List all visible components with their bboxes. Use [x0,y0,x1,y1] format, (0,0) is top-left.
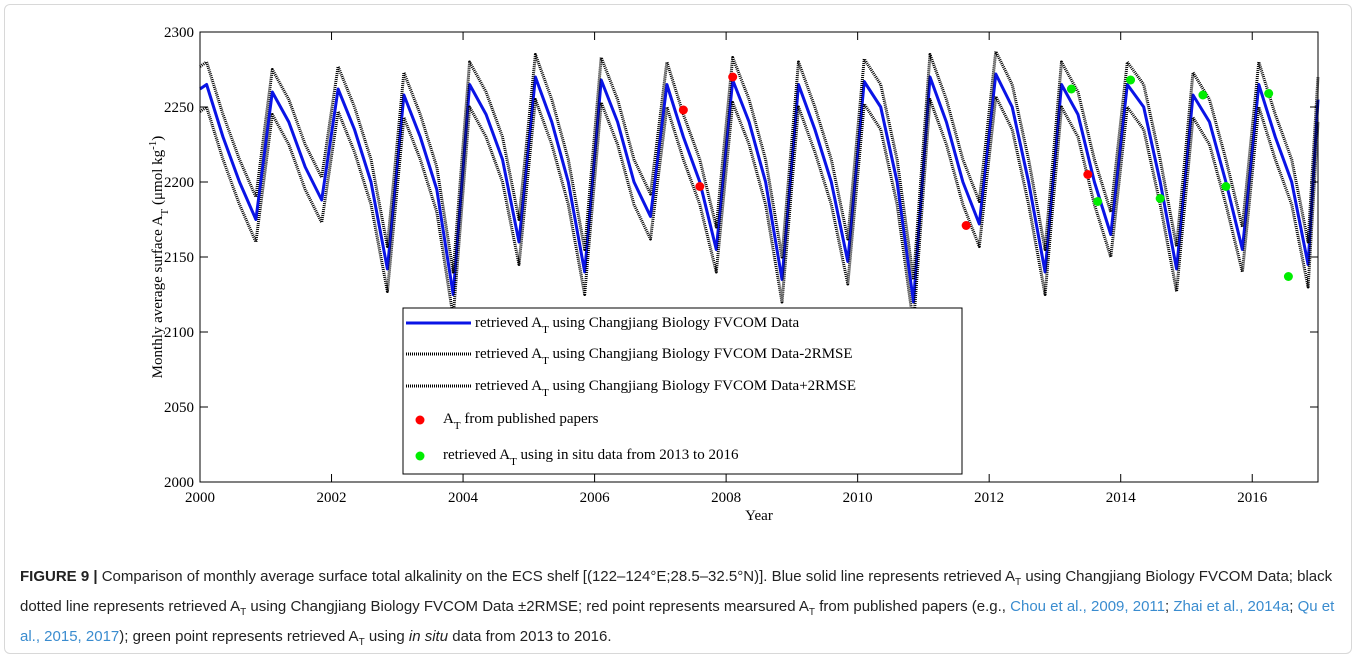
caption-sub: T [1015,577,1022,588]
x-tick-label: 2000 [185,490,215,506]
caption-text: data from 2013 to 2016. [448,628,612,645]
x-tick-label: 2004 [448,490,479,506]
y-tick-label: 2200 [164,175,194,191]
data-point [1083,170,1093,179]
series-line [199,95,1320,326]
legend-label: retrieved AT using Changjiang Biology FV… [475,378,856,399]
citation-link[interactable]: Qu et al., 2015, 2017 [20,598,1335,645]
plot-frame [199,31,1319,483]
x-axis-label: Year [745,508,773,524]
figure-frame [4,4,1352,654]
caption-text: ; [1164,598,1174,615]
legend-swatch [415,451,425,461]
label-script: T [454,420,461,432]
y-tick-label: 2000 [164,475,194,491]
y-tick-label: 2300 [164,25,194,41]
y-tick-label: 2250 [164,100,194,116]
legend-label: retrieved AT using in situ data from 201… [443,447,739,468]
label-text: using Changjiang Biology FVCOM Data-2RMS… [549,346,853,362]
legend-label: AT from published papers [443,411,599,432]
x-tick-label: 2012 [974,490,1004,506]
label-text: retrieved A [475,346,542,362]
caption-text: using Changjiang Biology FVCOM Data ±2RM… [246,598,809,615]
data-point [695,182,705,191]
x-tick-label: 2002 [317,490,347,506]
label-text: from published papers [461,411,599,427]
x-tick-label: 2006 [580,490,611,506]
label-text: A [443,411,454,427]
y-tick-label: 2150 [164,250,194,266]
x-tick-label: 2014 [1106,490,1137,506]
legend-box [402,307,963,475]
data-point [728,72,738,82]
label-script: -1 [147,141,159,150]
data-point [1198,90,1208,100]
data-point [1264,89,1274,98]
caption-italic: in situ [408,628,449,645]
data-point [961,221,971,230]
label-text: ) [150,136,166,141]
label-text: using in situ data from 2013 to 2016 [517,447,739,463]
data-point [678,105,688,115]
caption-label: FIGURE 9 | [20,568,98,585]
y-tick-label: 2100 [164,325,194,341]
y-tick-label: 2050 [164,400,194,416]
caption-text: Comparison of monthly average surface to… [97,568,1016,585]
series-line [199,72,1320,304]
x-tick-label: 2016 [1237,490,1268,506]
label-text: using Changjiang Biology FVCOM Data+2RMS… [549,378,856,394]
label-script: T [542,387,549,399]
caption-sub: T [358,637,365,648]
caption-text: ; [1289,598,1298,615]
caption-sub: T [808,607,816,618]
legend-label: retrieved AT using Changjiang Biology FV… [475,346,853,367]
citation-link[interactable]: Zhai et al., 2014a [1173,598,1290,615]
data-point [1155,194,1165,203]
x-tick-label: 2008 [711,490,741,506]
y-axis-label: Monthly average surface AT (μmol kg-1) [147,136,171,379]
label-text: Monthly average surface A [150,215,166,378]
label-script: T [510,456,517,468]
label-script: T [159,208,171,215]
label-text: using Changjiang Biology FVCOM Data [549,315,800,331]
x-tick-label: 2010 [843,490,873,506]
chart: 2000 2050 2100 2150 2200 2250 2300 2000 2002 2004… [147,25,1320,524]
citation-link[interactable]: Chou et al., 2009, 2011 [1010,598,1165,615]
caption-text: using Changjiang Biology FVCOM Data; bla… [20,568,1333,615]
label-script: T [542,355,549,367]
legend-label: retrieved AT using Changjiang Biology FV… [475,315,800,336]
label-text: retrieved A [475,315,542,331]
caption-text: ); green point represents retrieved A [119,628,359,645]
label-text: retrieved A [443,447,510,463]
data-point [1221,182,1231,191]
caption: FIGURE 9 | Comparison of monthly average… [20,565,1338,655]
series-line [199,50,1320,281]
data-point [1283,272,1293,281]
data-point [1093,197,1103,206]
label-text: retrieved A [475,378,542,394]
caption-sub: T [240,607,247,618]
data-point [1066,84,1076,94]
data-point [1126,75,1136,85]
label-script: T [542,324,549,336]
caption-text: from published papers (e.g., [815,598,1011,615]
label-text: (μmol kg [150,149,166,208]
legend-swatch [415,415,425,425]
caption-text: using [364,628,409,645]
